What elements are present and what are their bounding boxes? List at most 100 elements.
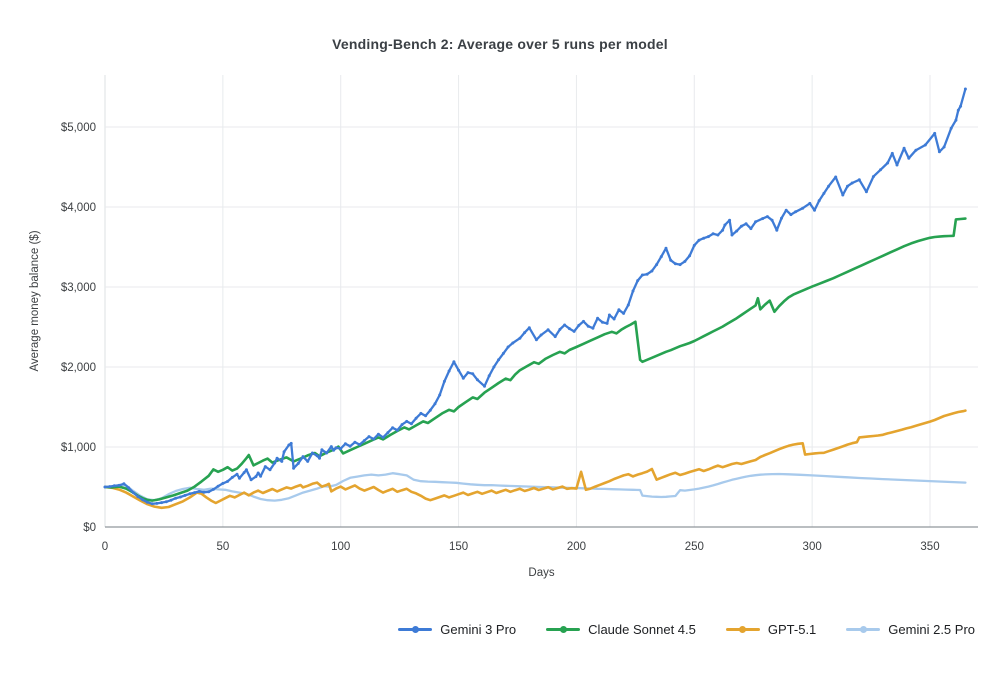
series-point-marker bbox=[461, 376, 465, 380]
x-tick-label: 200 bbox=[567, 541, 586, 553]
series-point-marker bbox=[287, 443, 291, 447]
series-point-marker bbox=[744, 222, 748, 226]
series-point-marker bbox=[937, 150, 941, 154]
series-point-marker bbox=[622, 311, 626, 315]
series-point-marker bbox=[372, 437, 376, 441]
series-point-marker bbox=[141, 498, 145, 502]
chart-title: Vending-Bench 2: Average over 5 runs per… bbox=[332, 36, 668, 52]
series-point-marker bbox=[688, 254, 692, 258]
series-point-marker bbox=[754, 220, 758, 224]
series-point-marker bbox=[895, 163, 899, 167]
series-line-gemini-3-pro bbox=[103, 87, 967, 505]
series-point-marker bbox=[801, 206, 805, 210]
y-tick-label: $1,000 bbox=[61, 442, 96, 454]
series-point-marker bbox=[329, 445, 333, 449]
series-point-marker bbox=[471, 372, 475, 376]
series-point-marker bbox=[577, 323, 581, 327]
series-point-marker bbox=[367, 435, 371, 439]
series-point-marker bbox=[959, 104, 963, 108]
series-point-marker bbox=[362, 439, 366, 443]
series-point-marker bbox=[697, 238, 701, 242]
series-point-marker bbox=[160, 501, 164, 505]
series-point-marker bbox=[864, 190, 868, 194]
series-point-marker bbox=[728, 218, 732, 222]
series-line-gpt-5-1 bbox=[103, 409, 967, 510]
series-point-marker bbox=[770, 218, 774, 222]
series-point-marker bbox=[174, 496, 178, 500]
series-point-marker bbox=[789, 213, 793, 217]
series-point-marker bbox=[127, 486, 131, 490]
series-point-marker bbox=[442, 379, 446, 383]
series-point-marker bbox=[310, 451, 314, 455]
series-point-marker bbox=[334, 446, 338, 450]
legend-item-gpt-5-1: GPT-5.1 bbox=[725, 622, 817, 637]
y-tick-label: $2,000 bbox=[61, 362, 96, 374]
x-tick-label: 250 bbox=[685, 541, 704, 553]
series-point-marker bbox=[339, 447, 343, 451]
series-point-marker bbox=[353, 440, 357, 444]
series-point-marker bbox=[563, 323, 567, 327]
series-point-marker bbox=[923, 143, 927, 147]
series-point-marker bbox=[193, 491, 197, 495]
series-point-marker bbox=[268, 468, 272, 472]
x-tick-label: 300 bbox=[803, 541, 822, 553]
series-point-marker bbox=[306, 459, 310, 463]
series-point-marker bbox=[655, 263, 659, 267]
y-tick-label: $0 bbox=[83, 522, 96, 534]
series-point-marker bbox=[395, 428, 399, 432]
series-point-marker bbox=[487, 374, 491, 378]
series-point-marker bbox=[183, 493, 187, 497]
series-point-marker bbox=[511, 341, 515, 345]
series-point-marker bbox=[834, 175, 838, 179]
series-point-marker bbox=[381, 435, 385, 439]
series-point-marker bbox=[452, 360, 456, 364]
series-point-marker bbox=[280, 459, 284, 463]
series-point-marker bbox=[723, 223, 727, 227]
x-axis-title: Days bbox=[528, 567, 554, 579]
series-point-marker bbox=[492, 365, 496, 369]
series-point-marker bbox=[292, 466, 296, 470]
series-point-marker bbox=[164, 500, 168, 504]
series-point-marker bbox=[400, 423, 404, 427]
legend-marker-icon bbox=[398, 623, 433, 637]
series-point-marker bbox=[784, 208, 788, 212]
series-point-marker bbox=[318, 456, 321, 460]
legend-label: GPT-5.1 bbox=[767, 622, 817, 637]
legend-label: Claude Sonnet 4.5 bbox=[588, 622, 696, 637]
series-point-marker bbox=[155, 501, 159, 505]
series-point-marker bbox=[553, 335, 557, 339]
x-tick-label: 100 bbox=[331, 541, 350, 553]
series-point-marker bbox=[721, 228, 725, 232]
series-point-marker bbox=[376, 432, 380, 436]
series-point-marker bbox=[817, 199, 821, 203]
series-point-marker bbox=[808, 201, 812, 205]
series-point-marker bbox=[607, 313, 611, 317]
series-point-marker bbox=[739, 224, 743, 228]
series-point-marker bbox=[933, 131, 937, 135]
x-tick-label: 350 bbox=[920, 541, 939, 553]
y-tick-label: $4,000 bbox=[61, 202, 96, 214]
x-tick-label: 150 bbox=[449, 541, 468, 553]
series-point-marker bbox=[466, 371, 470, 375]
x-tick-label: 50 bbox=[216, 541, 229, 553]
series-point-marker bbox=[501, 351, 505, 355]
series-point-marker bbox=[136, 495, 140, 499]
legend-marker-icon bbox=[546, 623, 581, 637]
series-point-marker bbox=[527, 326, 531, 330]
series-point-marker bbox=[827, 184, 831, 188]
series-point-marker bbox=[692, 243, 696, 247]
series-point-marker bbox=[523, 331, 527, 335]
series-point-marker bbox=[235, 472, 239, 476]
series-point-marker bbox=[664, 246, 668, 250]
series-point-marker bbox=[822, 191, 826, 195]
series-point-marker bbox=[108, 485, 112, 489]
series-point-marker bbox=[749, 227, 753, 231]
series-point-marker bbox=[659, 255, 663, 259]
series-point-marker bbox=[942, 145, 946, 149]
legend-label: Gemini 3 Pro bbox=[440, 622, 517, 637]
series-point-marker bbox=[572, 329, 576, 333]
series-point-marker bbox=[711, 232, 715, 236]
series-point-marker bbox=[775, 228, 779, 232]
legend-label: Gemini 2.5 Pro bbox=[888, 622, 975, 637]
series-point-marker bbox=[301, 455, 305, 459]
